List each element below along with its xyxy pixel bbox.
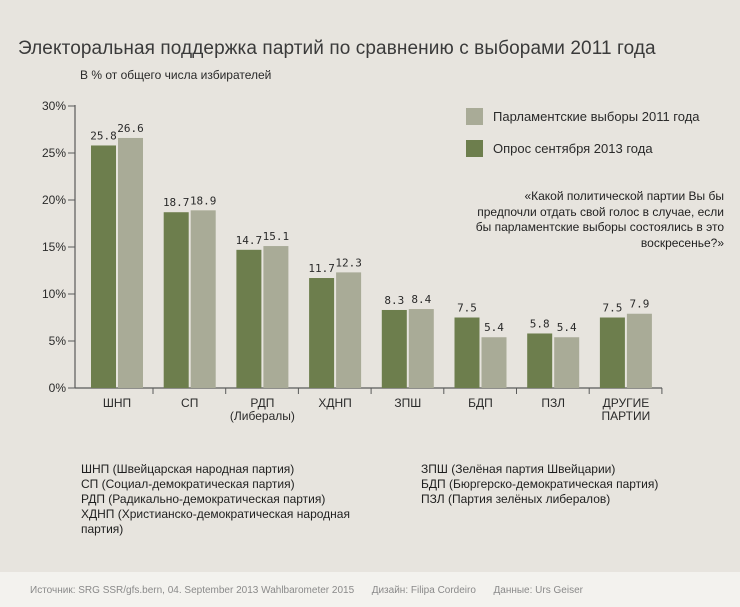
data-label: 8.4 (411, 293, 431, 306)
abbreviation-item: РДП (Радикально-демократическая партия) (81, 492, 326, 506)
x-tick-label: ДРУГИЕ (603, 396, 650, 410)
data-label: 12.3 (335, 256, 362, 269)
x-tick-label: ЗПШ (394, 396, 421, 410)
data-label: 18.7 (163, 196, 190, 209)
data-label: 7.9 (629, 298, 649, 311)
survey-question: «Какой политической партии Вы бы предпоч… (475, 189, 724, 250)
data-label: 15.1 (263, 230, 290, 243)
bar-2011 (118, 137, 143, 388)
bar-2011 (481, 337, 507, 388)
bar-2013 (454, 317, 480, 388)
chart-subtitle: В % от общего числа избирателей (80, 68, 272, 82)
data-label: 5.4 (557, 321, 577, 334)
abbreviations-right: ЗПШ (Зелёная партия Швейцарии) БДП (Бюрг… (421, 462, 721, 507)
x-tick-label: (Либералы) (230, 409, 295, 423)
source-label: Источник: (30, 585, 76, 596)
legend-item-2011: Парламентские выборы 2011 года (466, 108, 700, 126)
abbreviation-item: БДП (Бюргерско-демократическая партия) (421, 477, 659, 491)
abbreviation-item: ЗПШ (Зелёная партия Швейцарии) (421, 462, 616, 476)
footer-credits: Источник: SRG SSR/gfs.bern, 04. Septembe… (30, 585, 583, 596)
y-tick-label: 20% (42, 193, 66, 207)
bar-2011 (408, 309, 434, 388)
x-tick-label: БДП (468, 396, 493, 410)
legend-item-2013: Опрос сентября 2013 года (466, 140, 653, 158)
legend-label-2011: Парламентские выборы 2011 года (493, 109, 700, 125)
data-label: 5.8 (530, 317, 550, 330)
data-label: 14.7 (236, 234, 263, 247)
y-tick-label: 15% (42, 240, 66, 254)
x-tick-label: ХДНП (318, 396, 351, 410)
bar-2011 (190, 210, 216, 388)
y-tick-label: 5% (49, 334, 67, 348)
x-tick-label: ПЗЛ (541, 396, 565, 410)
chart-title: Электоральная поддержка партий по сравне… (18, 38, 656, 59)
data-label: 8.3 (384, 294, 404, 307)
x-tick-label: СП (181, 396, 198, 410)
legend-label-2013: Опрос сентября 2013 года (493, 141, 653, 157)
data-label: 26.6 (117, 122, 144, 135)
bar-2013 (91, 145, 116, 388)
x-tick-label: ПАРТИИ (602, 409, 651, 423)
data-label: 7.5 (457, 302, 477, 315)
y-tick-label: 30% (42, 99, 66, 113)
data-label: 5.4 (484, 321, 504, 334)
abbreviation-item: СП (Социал-демократическая партия) (81, 477, 295, 491)
bar-2013 (236, 249, 262, 388)
source-value: SRG SSR/gfs.bern, 04. September 2013 Wah… (78, 585, 355, 596)
y-tick-label: 10% (42, 287, 66, 301)
bar-2011 (554, 337, 580, 388)
bar-2011 (336, 272, 362, 388)
data-label: 25.8 (90, 129, 117, 142)
legend-swatch-2011 (466, 108, 483, 126)
bar-2013 (163, 212, 189, 388)
abbreviation-item: ХДНП (Христианско-демократическая народн… (81, 507, 350, 536)
data-label: Данные: (493, 585, 533, 596)
y-tick-label: 25% (42, 146, 66, 160)
data-label: 11.7 (308, 262, 335, 275)
data-label: 18.9 (190, 194, 217, 207)
footer: Источник: SRG SSR/gfs.bern, 04. Septembe… (0, 572, 740, 607)
legend-swatch-2013 (466, 140, 483, 158)
abbreviation-item: ШНП (Швейцарская народная партия) (81, 462, 295, 476)
x-tick-label: ШНП (103, 396, 131, 410)
abbreviation-item: ПЗЛ (Партия зелёных либералов) (421, 492, 611, 506)
x-tick-label: РДП (250, 396, 274, 410)
bar-2011 (263, 246, 289, 388)
bar-2011 (626, 313, 652, 388)
bar-2013 (527, 333, 553, 388)
design-value: Filipa Cordeiro (410, 585, 476, 596)
design-label: Дизайн: (371, 585, 409, 596)
bar-2013 (309, 278, 335, 388)
abbreviations-left: ШНП (Швейцарская народная партия) СП (Со… (81, 462, 381, 537)
bar-2013 (381, 309, 407, 388)
data-label: 7.5 (602, 302, 622, 315)
bar-chart: 0% 5% 10% 15% 20% 25% 30% 25.826.6 ШНП 18.7 18.9 СП… (42, 99, 663, 423)
data-value: Urs Geiser (535, 585, 583, 596)
bar-2013 (599, 317, 625, 388)
y-tick-label: 0% (49, 381, 67, 395)
